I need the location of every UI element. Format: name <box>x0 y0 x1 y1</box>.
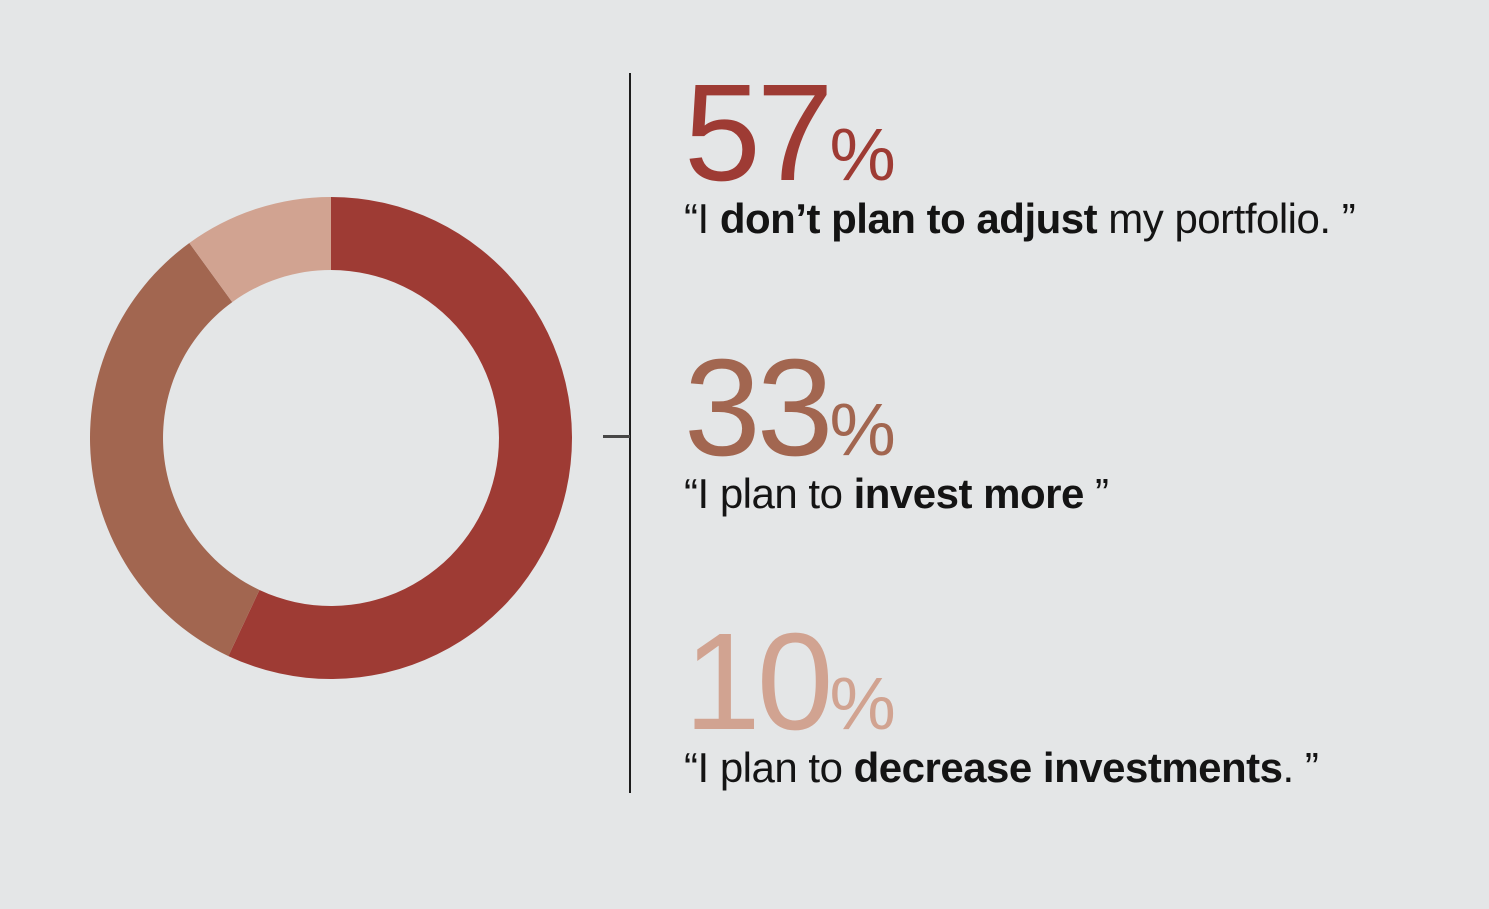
quote-bold: invest more <box>853 470 1085 517</box>
divider-line <box>629 73 631 793</box>
quote-bold: decrease investments <box>853 744 1283 791</box>
stat-value: 33% <box>684 339 1109 477</box>
stat-block-decrease: 10% “I plan to decrease investments. ” <box>684 613 1319 791</box>
donut-chart <box>90 197 572 679</box>
donut-slice-57pct <box>228 197 572 679</box>
quote-prefix: “I <box>684 195 720 242</box>
stat-block-no-adjust: 57% “I don’t plan to adjust my portfolio… <box>684 64 1356 242</box>
connector-tick <box>603 435 630 438</box>
donut-chart-svg <box>90 197 572 679</box>
quote-prefix: “I plan to <box>684 470 854 517</box>
stat-number-text: 33 <box>684 331 833 485</box>
stat-quote: “I plan to invest more ” <box>684 470 1109 517</box>
donut-slice-10pct <box>189 197 331 303</box>
stat-block-invest-more: 33% “I plan to invest more ” <box>684 339 1109 517</box>
quote-bold: don’t plan to adjust <box>719 195 1098 242</box>
stat-value: 10% <box>684 613 1318 751</box>
stat-quote: “I don’t plan to adjust my portfolio. ” <box>684 195 1356 242</box>
quote-suffix: my portfolio. ” <box>1097 195 1356 242</box>
percent-sign: % <box>829 388 896 471</box>
quote-suffix: . ” <box>1282 744 1319 791</box>
quote-prefix: “I plan to <box>684 744 854 791</box>
stat-number-text: 57 <box>684 56 833 210</box>
quote-suffix: ” <box>1083 470 1109 517</box>
percent-sign: % <box>829 113 896 196</box>
stat-value: 57% <box>684 64 1355 202</box>
donut-slice-33pct <box>90 243 260 657</box>
percent-sign: % <box>829 662 896 745</box>
stat-quote: “I plan to decrease investments. ” <box>684 744 1319 791</box>
stat-number-text: 10 <box>684 605 833 759</box>
